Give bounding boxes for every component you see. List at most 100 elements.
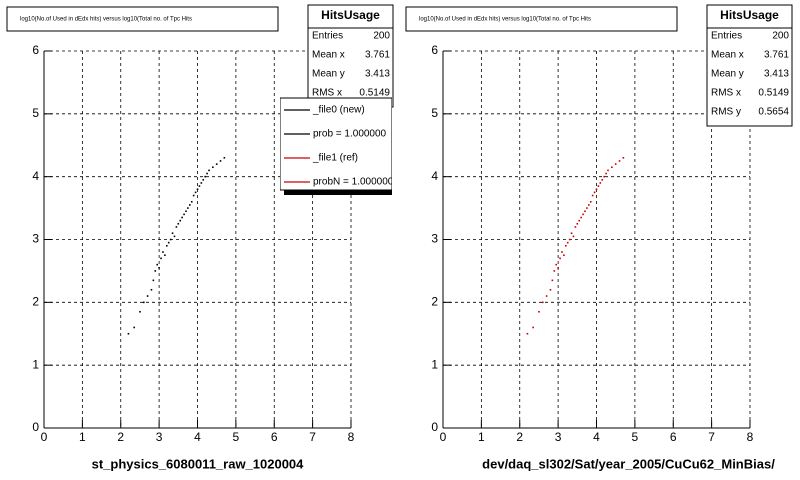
point xyxy=(194,191,197,194)
point xyxy=(198,185,201,187)
x-tick-label: 8 xyxy=(348,430,355,444)
point xyxy=(557,266,559,269)
x-tick-label: 5 xyxy=(632,430,639,444)
point xyxy=(204,175,206,178)
point xyxy=(190,201,193,203)
point xyxy=(179,219,182,222)
point xyxy=(127,332,130,335)
point xyxy=(200,182,203,184)
point xyxy=(545,295,548,297)
legend-box xyxy=(280,97,392,191)
point xyxy=(541,301,544,304)
x-tick-label: 6 xyxy=(271,430,278,444)
point xyxy=(538,310,540,313)
y-tick-label: 4 xyxy=(431,169,438,183)
point xyxy=(588,204,590,206)
point xyxy=(181,216,183,219)
stats-title: HitsUsage xyxy=(720,8,779,22)
point xyxy=(164,254,166,257)
stats-box xyxy=(307,4,394,108)
point xyxy=(595,188,598,191)
point xyxy=(133,326,135,329)
stats-label: RMS x xyxy=(312,88,342,99)
x-tick-label: 2 xyxy=(516,430,523,444)
stats-label: Entries xyxy=(711,31,742,42)
point xyxy=(156,263,159,266)
y-tick-label: 6 xyxy=(32,43,39,57)
y-tick-label: 5 xyxy=(32,106,39,120)
x-tick-label: 3 xyxy=(156,430,163,444)
point xyxy=(215,163,218,165)
stats-label: RMS y xyxy=(711,107,741,118)
point xyxy=(139,310,141,313)
point xyxy=(584,210,586,213)
stats-value: 3.761 xyxy=(764,50,789,61)
point xyxy=(603,175,605,178)
y-tick-label: 6 xyxy=(431,43,438,57)
y-tick-label: 1 xyxy=(32,357,39,371)
y-tick-label: 4 xyxy=(32,169,39,183)
y-tick-label: 0 xyxy=(32,420,39,434)
x-tick-label: 4 xyxy=(593,430,600,444)
point xyxy=(177,222,180,225)
y-tick-label: 0 xyxy=(431,420,438,434)
point xyxy=(572,235,575,238)
y-tick-label: 1 xyxy=(431,357,438,371)
point xyxy=(565,244,567,247)
point xyxy=(173,235,176,238)
point xyxy=(196,188,199,191)
point xyxy=(611,166,613,169)
point xyxy=(142,301,145,304)
point xyxy=(192,194,195,197)
point xyxy=(561,251,563,253)
point xyxy=(212,166,214,169)
y-tick-label: 2 xyxy=(431,295,438,309)
point xyxy=(208,169,210,172)
point xyxy=(206,172,208,175)
stats-label: Mean x xyxy=(312,50,345,61)
stats-box xyxy=(706,4,793,127)
title-box xyxy=(405,6,678,32)
x-axis-label: st_physics_6080011_raw_1020004 xyxy=(92,456,305,471)
y-tick-label: 3 xyxy=(32,232,39,246)
stats-value: 0.5149 xyxy=(758,88,789,99)
point xyxy=(154,270,157,272)
point xyxy=(568,238,571,241)
point xyxy=(570,232,573,235)
point xyxy=(150,288,153,291)
point xyxy=(597,185,600,187)
stats-value: 0.5654 xyxy=(758,107,789,118)
stats-value: 3.413 xyxy=(764,69,789,80)
x-tick-label: 8 xyxy=(747,430,754,444)
point xyxy=(223,157,226,159)
point xyxy=(167,241,170,244)
chart-title: log10(No.of Used in dEdx hits) versus lo… xyxy=(20,17,192,23)
stats-value: 200 xyxy=(373,31,390,42)
point xyxy=(532,326,534,329)
point xyxy=(549,288,552,291)
point xyxy=(589,201,592,203)
point xyxy=(152,279,155,282)
point xyxy=(618,160,621,162)
x-tick-label: 2 xyxy=(117,430,124,444)
stats-value: 200 xyxy=(772,31,789,42)
point xyxy=(578,219,581,222)
point xyxy=(559,257,561,260)
stats-label: RMS x xyxy=(711,88,741,99)
legend: _file0 (new) prob = 1.000000 _file1 (ref) p… xyxy=(280,97,392,195)
stats-label: Entries xyxy=(312,31,343,42)
point xyxy=(593,191,596,194)
x-tick-label: 3 xyxy=(555,430,562,444)
point xyxy=(580,216,582,219)
point xyxy=(601,179,604,181)
point xyxy=(566,241,569,244)
point xyxy=(582,213,584,216)
point xyxy=(555,263,558,266)
point xyxy=(219,160,222,162)
point xyxy=(614,163,617,165)
point xyxy=(189,204,191,206)
point xyxy=(605,172,607,175)
y-tick-label: 3 xyxy=(431,232,438,246)
x-tick-label: 0 xyxy=(41,430,48,444)
point xyxy=(202,179,205,181)
